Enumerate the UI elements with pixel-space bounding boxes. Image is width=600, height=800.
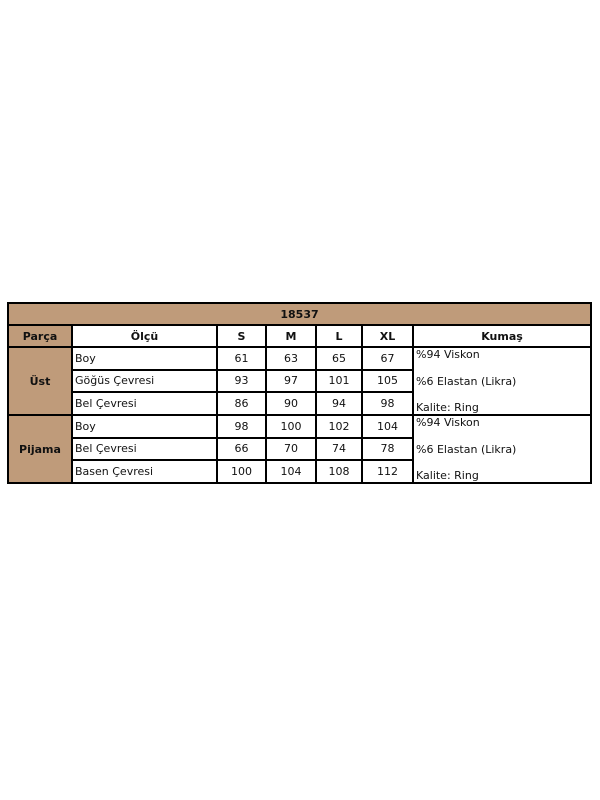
header-size-l: L [315,324,363,348]
part-cell: Pijama [7,414,73,484]
header-size-xl: XL [361,324,414,348]
header-size-s: S [216,324,267,348]
header-size-m: M [265,324,317,348]
value-cell: 102 [315,414,363,439]
value-cell: 112 [361,459,414,484]
measure-cell: Boy [71,346,218,371]
value-cell: 105 [361,368,414,394]
fabric-line: %94 Viskon [416,348,480,361]
value-cell: 108 [315,459,363,484]
title-row: 18537 [7,302,592,326]
fabric-line: %6 Elastan (Likra) [416,374,517,388]
value-cell: 70 [265,436,317,462]
value-cell: 63 [265,346,317,371]
measure-cell: Bel Çevresi [71,391,218,416]
measure-cell: Basen Çevresi [71,459,218,484]
part-cell: Üst [7,346,73,416]
value-cell: 93 [216,368,267,394]
measure-cell: Göğüs Çevresi [71,368,218,394]
header-part: Parça [7,324,73,348]
table-row: Bel Çevresi 86 90 94 98 [8,391,591,416]
value-cell: 65 [315,346,363,371]
value-cell: 98 [361,391,414,416]
value-cell: 86 [216,391,267,416]
value-cell: 78 [361,436,414,462]
header-row: Parça Ölçü S M L XL Kumaş [7,324,592,348]
value-cell: 94 [315,391,363,416]
fabric-cell: %94 Viskon %6 Elastan (Likra) Kalite: Ring [412,346,592,416]
measure-cell: Bel Çevresi [71,436,218,462]
table-row: Basen Çevresi 100 104 108 112 [8,459,591,484]
product-code: 18537 [7,302,592,326]
value-cell: 66 [216,436,267,462]
fabric-line: Kalite: Ring [416,469,479,482]
table-row: Bel Çevresi 66 70 74 78 [8,436,591,462]
value-cell: 74 [315,436,363,462]
fabric-line: Kalite: Ring [416,401,479,414]
value-cell: 97 [265,368,317,394]
value-cell: 104 [265,459,317,484]
measure-cell: Boy [71,414,218,439]
value-cell: 67 [361,346,414,371]
table-row: Göğüs Çevresi 93 97 101 105 [8,368,591,394]
value-cell: 98 [216,414,267,439]
value-cell: 101 [315,368,363,394]
value-cell: 100 [265,414,317,439]
value-cell: 104 [361,414,414,439]
value-cell: 90 [265,391,317,416]
table-row: Pijama Boy 98 100 102 104 %94 Viskon %6 Elastan… [7,414,592,484]
value-cell: 61 [216,346,267,371]
value-cell: 100 [216,459,267,484]
table-row: Üst Boy 61 63 65 67 %94 Viskon %6 Elastan (Likr… [7,346,592,416]
fabric-line: %6 Elastan (Likra) [416,442,517,456]
fabric-cell: %94 Viskon %6 Elastan (Likra) Kalite: Ring [412,414,592,484]
fabric-line: %94 Viskon [416,416,480,429]
header-fabric: Kumaş [412,324,592,348]
size-chart-table: 18537 Parça Ölçü S M L XL Kumaş Üst Boy 61… [7,302,592,484]
header-measure: Ölçü [71,324,218,348]
